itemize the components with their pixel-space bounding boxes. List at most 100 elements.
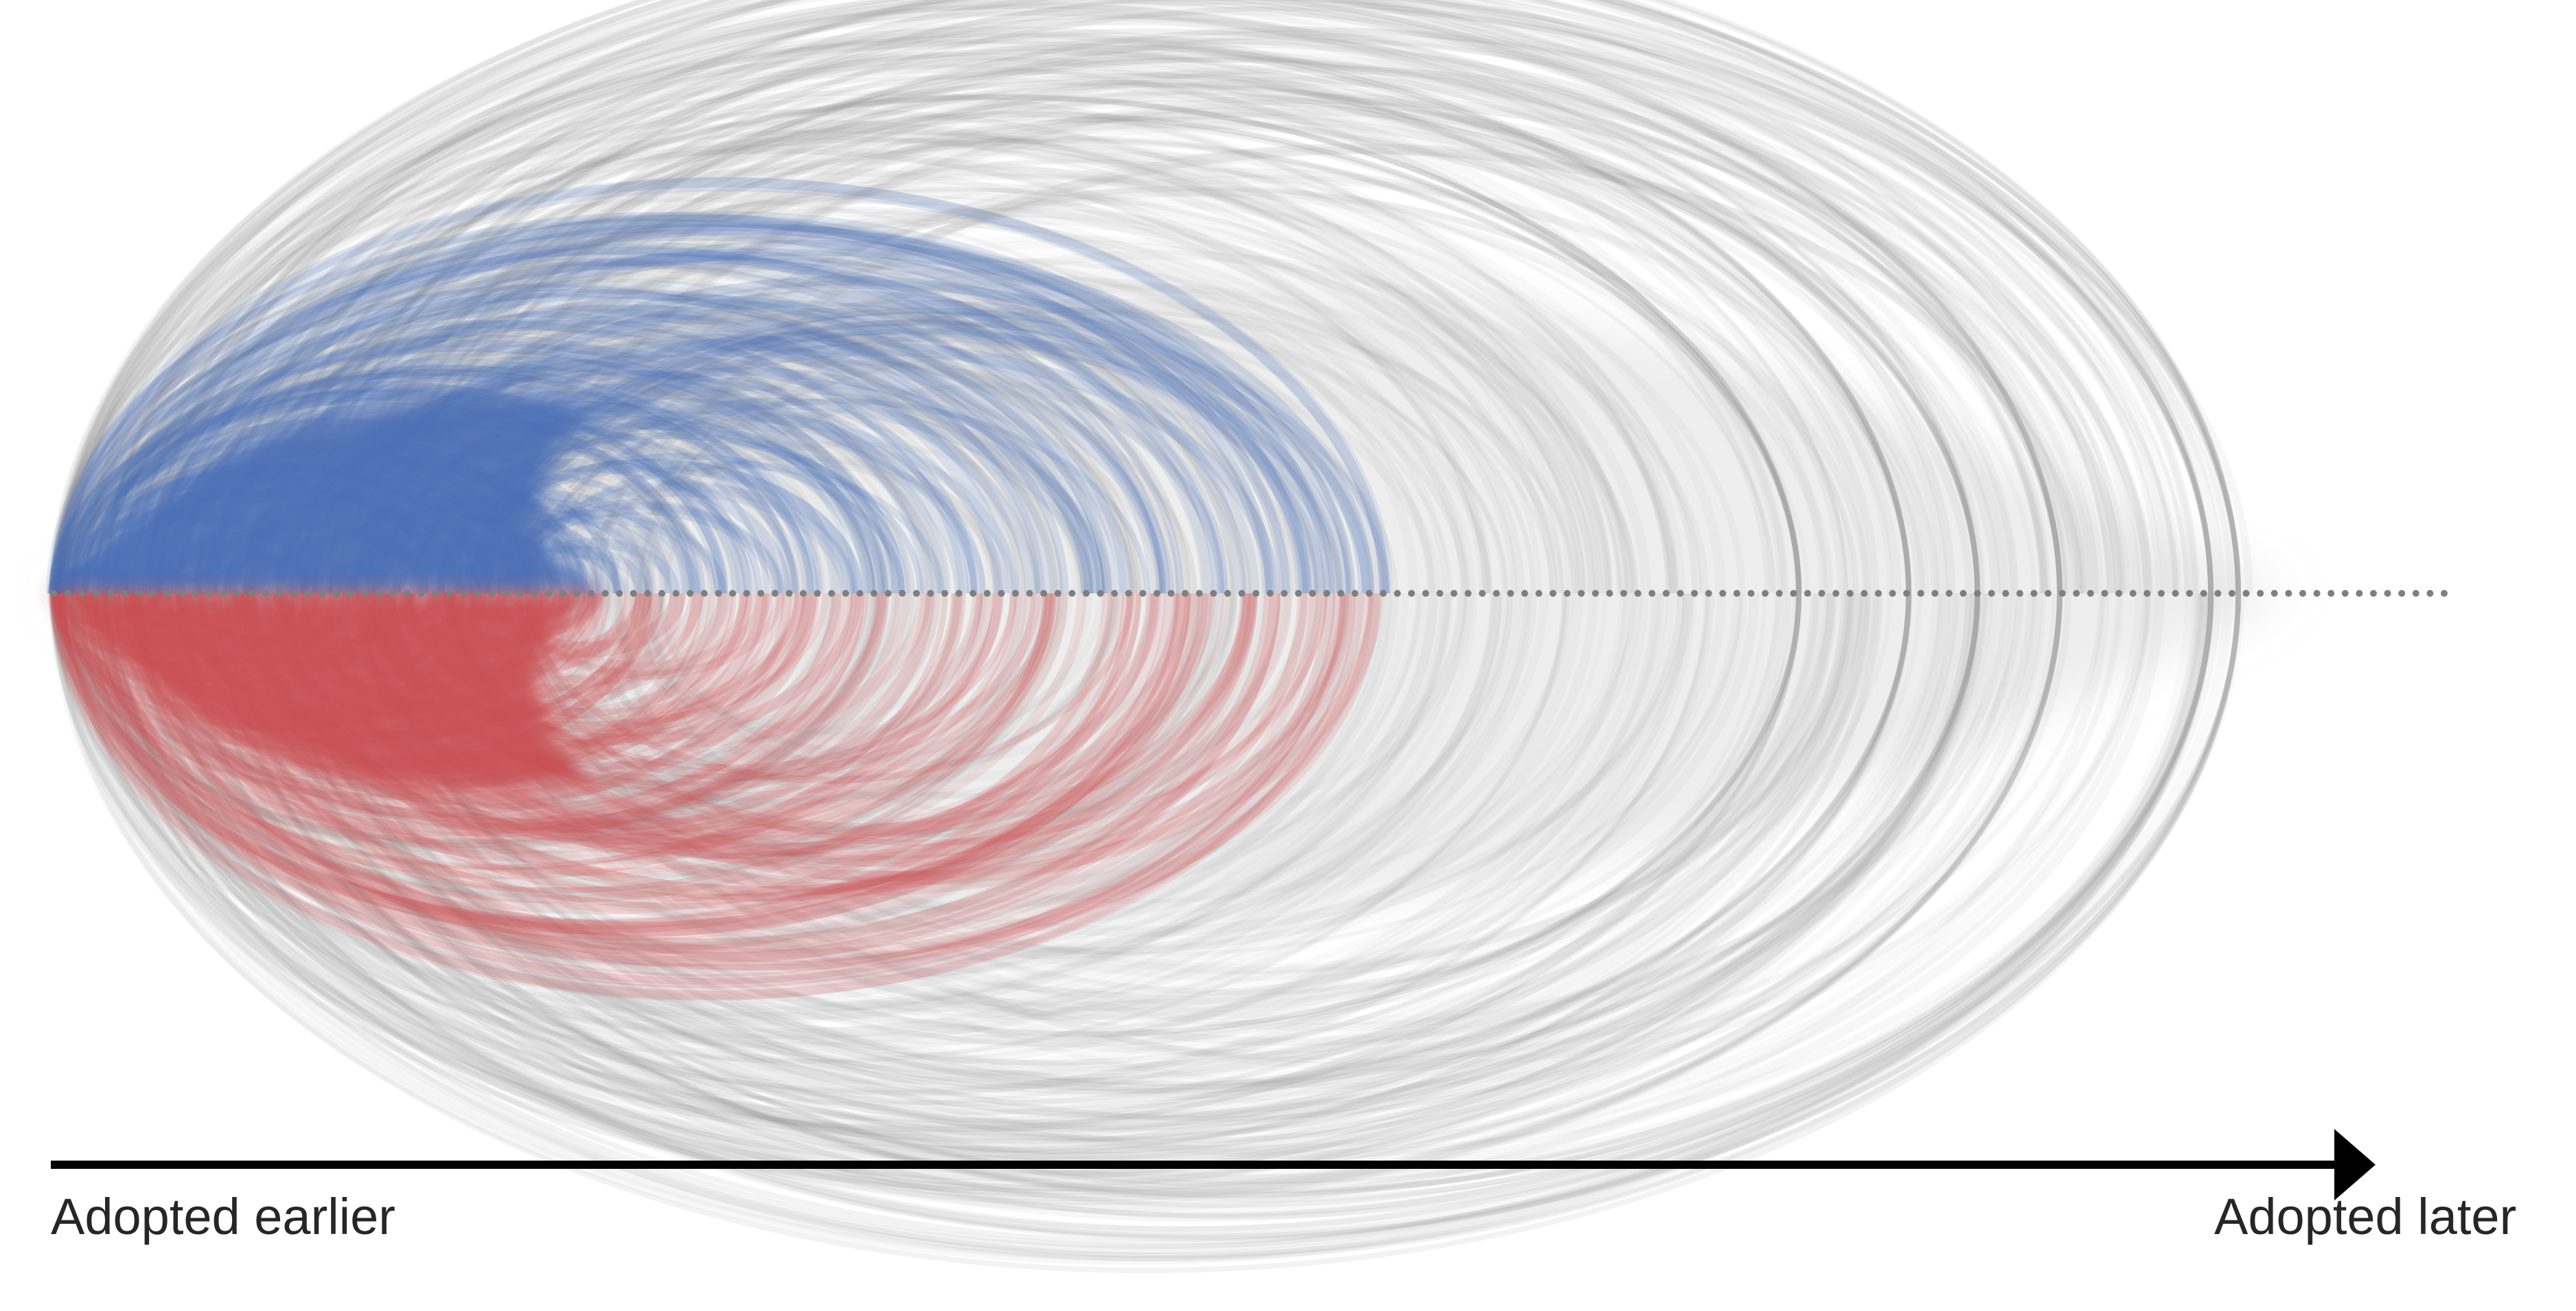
arc-lower-grey (79, 593, 2017, 1196)
arc-upper-grey (305, 73, 1980, 594)
arc-lower-grey (527, 593, 1311, 839)
arc-upper-grey (636, 308, 1554, 594)
arc-upper-grey (367, 84, 2001, 594)
arc-upper-blue (55, 310, 965, 594)
arc-lower-grey (86, 593, 1999, 1188)
arc-upper-blue (123, 229, 1291, 594)
arc-upper-blue (522, 461, 945, 594)
node-dot (899, 590, 906, 597)
arc-upper-grey (78, 93, 1686, 594)
node-dot (1874, 590, 1882, 597)
node-dot (1436, 590, 1444, 597)
node-dot (2257, 590, 2264, 597)
node-dot (559, 590, 566, 597)
arc-lower-grey (478, 593, 1829, 1013)
node-dot (2313, 590, 2321, 597)
arc-lower-grey (52, 593, 1028, 898)
node-dot (135, 590, 142, 597)
arc-lower-grey (49, 593, 858, 845)
node-dot (1323, 590, 1331, 597)
arc-lower-grey (63, 593, 901, 855)
arc-upper-grey (523, 408, 1115, 594)
arc-upper-grey (389, 26, 2213, 594)
arc-lower-grey (113, 593, 1202, 933)
arc-lower-grey (72, 593, 1981, 1187)
arc-upper-grey (123, 38, 1911, 594)
node-dot (1959, 590, 1967, 597)
arc-upper-grey (224, 207, 1467, 594)
node-dot (304, 590, 312, 597)
node-dot (998, 590, 1005, 597)
arc-lower-grey (212, 593, 2043, 1163)
arc-upper-grey (58, 197, 1333, 594)
arc-upper-grey (334, 82, 1980, 594)
arc-upper-grey (630, 340, 1441, 594)
arc-lower-grey (335, 593, 1865, 1069)
arc-lower-grey (66, 593, 1429, 1017)
arc-upper-blue (50, 244, 1171, 594)
node-dot (1422, 590, 1429, 597)
arc-lower-grey (198, 593, 1911, 1126)
arc-upper-grey (83, 340, 897, 594)
arc-upper-grey (113, 0, 2224, 594)
arc-lower-grey (51, 593, 667, 786)
node-dot (2228, 590, 2235, 597)
arc-upper-grey (125, 351, 901, 594)
arc-upper-grey (54, 0, 2162, 594)
arc-lower-grey (96, 593, 1711, 1095)
arc-upper-grey (125, 287, 1109, 594)
arc-lower-red (97, 593, 1258, 955)
arc-lower-grey (75, 593, 2201, 1254)
node-dot (601, 590, 609, 597)
arc-lower-grey (523, 593, 1684, 955)
arc-upper-blue (60, 372, 770, 594)
arc-lower-red (135, 593, 1124, 903)
arc-upper-grey (157, 0, 2241, 594)
arc-lower-grey (67, 593, 1155, 932)
arc-lower-grey (56, 593, 1238, 961)
arc-upper-grey (248, 150, 1677, 594)
node-dot (64, 590, 71, 597)
arc-lower-grey (242, 593, 1693, 1045)
arc-lower-grey (198, 593, 1668, 1051)
arc-lower-grey (338, 593, 1875, 1072)
arc-lower-grey (52, 593, 1319, 988)
arc-lower-grey (233, 593, 2233, 1215)
arc-lower-grey (51, 593, 1439, 1025)
arc-upper-grey (251, 0, 2213, 594)
arc-upper-blue (148, 223, 1335, 594)
arc-lower-grey (111, 593, 1911, 1153)
arc-lower-red (58, 593, 1054, 904)
node-dot (2441, 590, 2448, 597)
arc-upper-grey (658, 304, 1583, 594)
node-dot (1945, 590, 1953, 597)
arc-upper-grey (51, 54, 1787, 594)
arc-upper-grey (115, 0, 2068, 594)
arc-upper-grey (549, 312, 1453, 594)
arc-upper-grey (352, 173, 1703, 594)
node-dot (2384, 590, 2391, 597)
arc-upper-blue (142, 255, 1229, 594)
arc-lower-grey (100, 593, 1450, 1014)
node-dot (1662, 590, 1670, 597)
arc-upper-blue (67, 388, 726, 594)
arc-upper-blue (82, 365, 814, 594)
arc-lower-grey (471, 593, 1959, 1056)
node-dot (1733, 590, 1740, 597)
arc-upper-blue (49, 258, 1127, 594)
arc-upper-grey (142, 328, 993, 594)
arc-upper-grey (49, 144, 1493, 594)
arc-upper-grey (161, 304, 1090, 594)
arc-upper-grey (179, 261, 1245, 594)
arc-upper-grey (200, 199, 1471, 594)
adoption-axis (51, 1129, 2376, 1200)
arc-lower-grey (54, 593, 1254, 967)
node-dot (814, 590, 821, 597)
node-dot (2412, 590, 2419, 597)
node-dot (432, 590, 439, 597)
node-dot (2045, 590, 2052, 597)
arc-upper-grey (625, 352, 1399, 594)
arc-lower-grey (145, 593, 1068, 881)
arc-upper-grey (64, 341, 874, 594)
arc-upper-grey (56, 376, 752, 594)
